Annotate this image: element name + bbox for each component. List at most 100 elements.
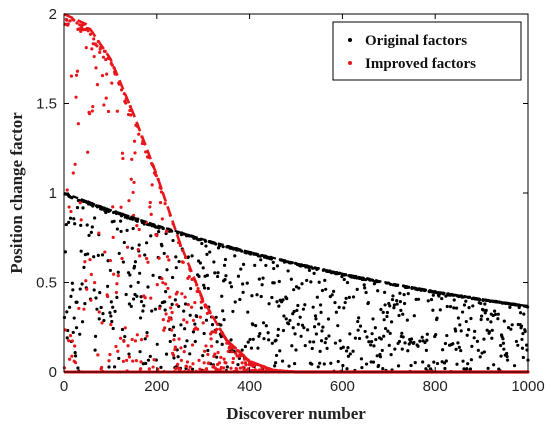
data-point-original [164,352,169,356]
data-point-original [480,314,484,318]
legend-label-improved: Improved factors [365,56,476,72]
data-point-improved [68,334,73,338]
data-point-original [163,300,167,304]
data-point-original [395,302,399,306]
data-point-original [298,315,302,319]
data-point-original [391,294,395,298]
data-point-original [346,346,350,350]
data-point-original [320,288,325,293]
data-point-original [324,337,328,341]
data-point-original [290,344,294,348]
data-point-improved [152,358,156,362]
data-point-original [329,361,333,365]
x-tick-label: 1000 [511,378,544,395]
data-point-improved [76,122,80,126]
data-point-original [409,340,413,344]
data-point-original [364,362,369,366]
data-point-original [168,339,172,344]
data-point-original [342,277,346,282]
data-point-original [78,332,82,336]
data-point-improved [144,256,149,261]
data-point-original [220,294,224,298]
data-point-original [106,284,110,288]
data-point-original [318,349,322,353]
data-point-original [70,281,74,285]
data-point-improved [160,276,164,281]
data-point-original [204,244,208,248]
data-point-original [267,302,271,306]
data-point-improved [84,46,88,50]
data-point-original [133,260,138,264]
data-point-improved [145,334,149,338]
data-point-improved [122,339,126,343]
data-point-original [148,354,152,359]
data-point-improved [78,23,82,27]
data-point-original [297,286,301,290]
data-point-original [387,343,391,347]
data-point-original [296,322,300,326]
data-point-improved [67,357,72,361]
data-point-original [144,241,149,245]
data-point-original [355,276,359,280]
data-point-improved [65,188,69,192]
x-tick-label: 600 [330,378,355,395]
data-point-original [459,329,463,333]
data-point-original [344,349,349,353]
data-point-original [182,309,186,313]
data-point-original [183,327,187,331]
data-point-improved [125,358,129,362]
data-point-original [143,253,147,257]
data-point-original [485,328,489,332]
data-point-original [197,274,201,278]
data-point-improved [82,307,86,311]
data-point-improved [107,359,111,363]
data-point-original [380,348,384,353]
data-point-original [479,301,483,306]
data-point-original [319,339,324,343]
data-point-original [345,280,350,285]
data-point-improved [104,57,108,62]
data-point-original [293,332,297,336]
data-point-original [126,271,131,275]
data-point-original [471,304,475,308]
data-point-original [132,297,136,301]
data-point-original [257,334,261,338]
y-tick-label: 1.5 [36,96,57,113]
data-point-original [397,339,402,344]
data-point-original [403,341,407,345]
data-point-improved [177,337,181,341]
data-point-improved [171,353,176,357]
data-point-original [341,345,345,349]
data-point-improved [74,73,79,77]
data-point-original [375,354,379,358]
data-point-improved [121,156,125,161]
data-point-original [73,350,77,355]
data-point-original [482,350,486,354]
data-point-original [456,341,460,345]
data-point-improved [69,209,73,214]
data-point-original [193,339,197,344]
data-point-original [295,308,299,313]
data-point-improved [219,355,223,360]
data-point-original [486,366,490,370]
data-point-improved [209,337,213,341]
data-point-original [505,351,509,356]
data-point-original [440,296,444,301]
data-point-original [478,355,482,359]
data-point-original [220,342,224,346]
data-point-original [273,361,278,365]
data-point-original [205,252,209,256]
data-point-improved [172,338,176,342]
data-point-improved [185,360,190,364]
data-point-improved [165,255,170,259]
data-point-original [146,285,150,289]
data-point-original [401,335,405,339]
data-point-original [127,302,132,306]
data-point-original [272,281,276,285]
data-point-original [323,278,327,282]
data-point-original [241,262,246,266]
data-point-original [421,360,425,364]
data-point-original [360,365,364,370]
data-point-original [496,312,500,316]
data-point-original [319,310,323,315]
